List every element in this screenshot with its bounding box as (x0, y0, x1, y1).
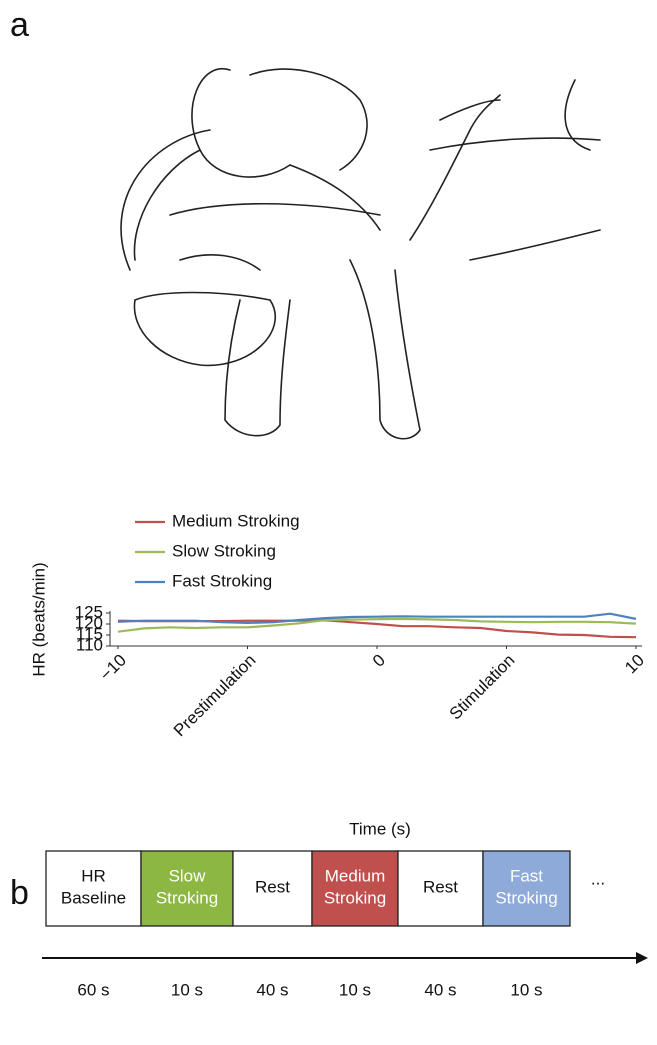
y-tick-label: 120 (75, 613, 103, 632)
y-tick-label: 115 (76, 624, 103, 643)
ellipsis: ... (591, 869, 605, 888)
legend-label: Medium Stroking (172, 511, 300, 530)
box-label: Rest (255, 877, 290, 896)
y-tick-label: 110 (76, 635, 103, 654)
box-label: Fast (510, 866, 543, 885)
x-tick-label: 10 (621, 651, 648, 678)
timeline-box (232, 850, 313, 927)
x-tick-label: Prestimulation (170, 651, 260, 741)
x-tick-label: Stimulation (446, 651, 519, 724)
box-label: Rest (423, 877, 458, 896)
panel-label: b (10, 874, 29, 912)
box-label: Medium (325, 866, 385, 885)
duration-label: 60 s (77, 980, 109, 999)
line-series (117, 612, 637, 625)
y-tick-label: 125 (75, 602, 103, 621)
duration-label: 10 s (171, 980, 203, 999)
box-label: Stroking (495, 888, 557, 907)
x-axis-label: Time (s) (349, 819, 411, 838)
x-tick-label: −10 (96, 651, 130, 685)
timeline-box (482, 850, 571, 927)
box-label: Stroking (324, 888, 386, 907)
legend-label: Slow Stroking (172, 541, 276, 560)
x-tick-label: 0 (369, 651, 389, 671)
duration-label: 10 s (339, 980, 371, 999)
duration-label: 40 s (424, 980, 456, 999)
panel-label: a (10, 6, 29, 44)
arrow-head (636, 952, 648, 964)
box-label: HR (81, 866, 106, 885)
y-axis-label: HR (beats/min) (29, 562, 48, 676)
legend-label: Fast Stroking (172, 571, 272, 590)
line-series (117, 617, 637, 633)
duration-label: 40 s (256, 980, 288, 999)
timeline-box (397, 850, 484, 927)
timeline-box (140, 850, 234, 927)
duration-label: 10 s (510, 980, 542, 999)
box-label: Baseline (61, 888, 126, 907)
box-label: Slow (169, 866, 207, 885)
timeline-box (311, 850, 399, 927)
box-label: Stroking (156, 888, 218, 907)
infant-sketch (120, 67, 601, 440)
timeline-box (45, 850, 142, 927)
